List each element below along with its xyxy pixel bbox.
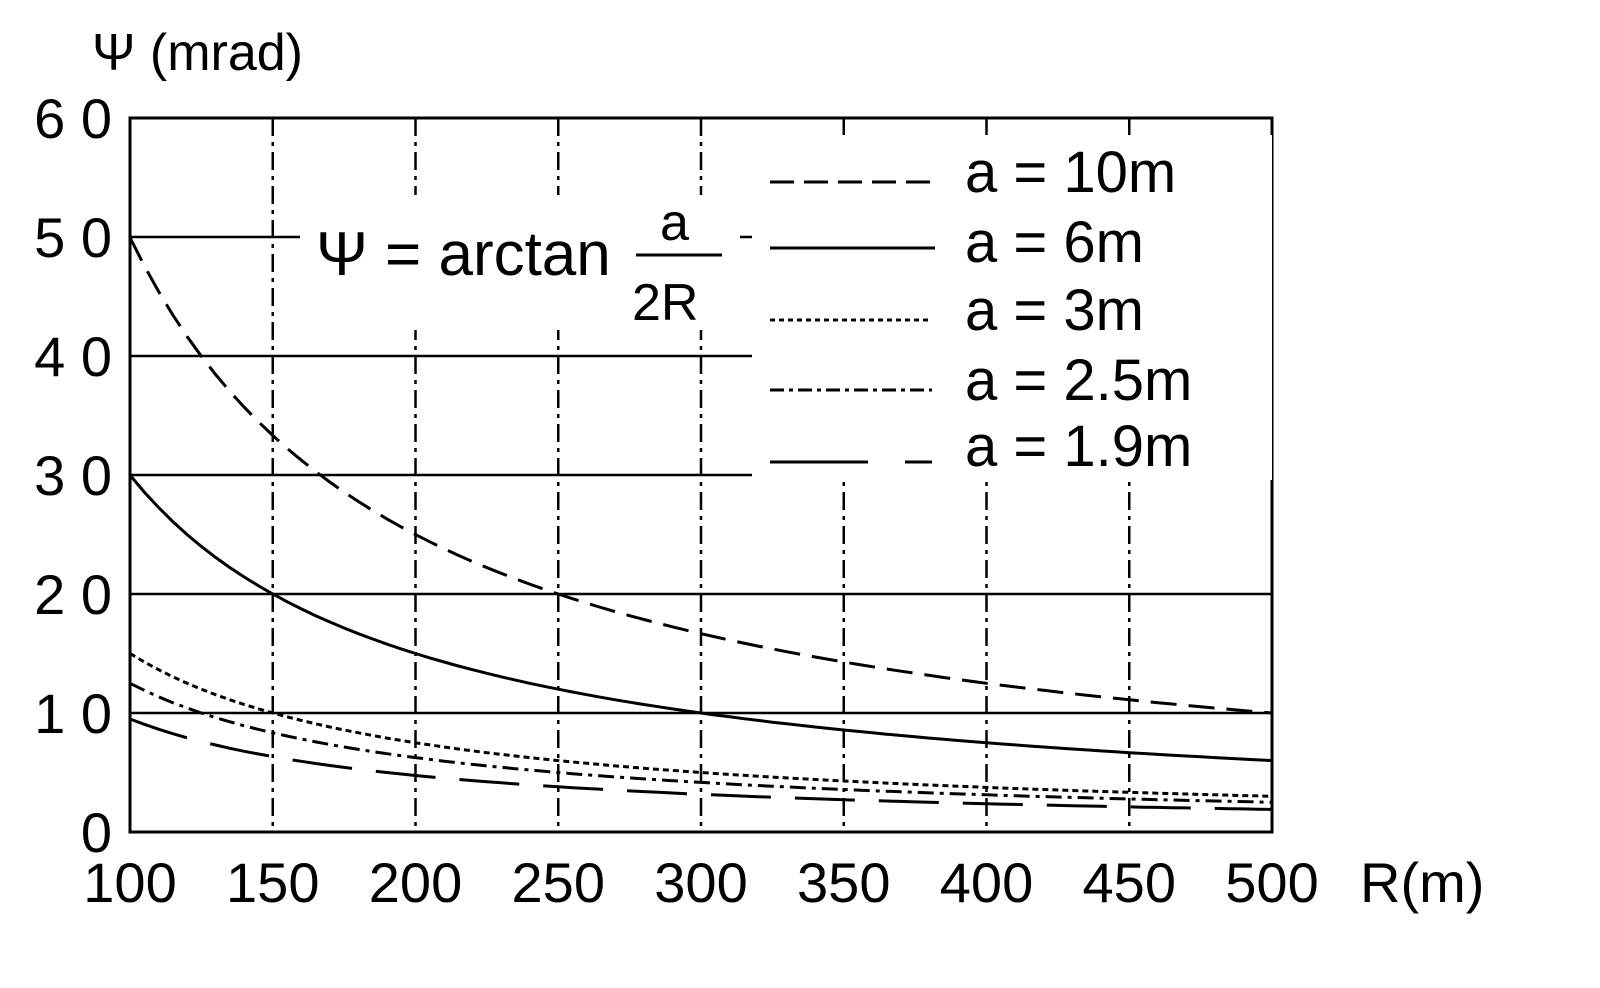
y-tick-label: 0	[81, 801, 112, 864]
series-line	[129, 652, 1273, 798]
legend-label-a10: a = 10m	[965, 140, 1176, 205]
formula-numerator: a	[660, 194, 689, 252]
y-tick-label: 5 0	[34, 206, 112, 269]
legend-label-a6: a = 6m	[965, 210, 1144, 275]
x-axis-title: R(m)	[1360, 851, 1484, 914]
formula-denominator: 2R	[632, 274, 698, 332]
x-tick-label: 300	[654, 851, 747, 914]
series-line	[129, 681, 1273, 804]
legend-label-a2-5: a = 2.5m	[965, 348, 1192, 413]
legend-box	[752, 135, 1272, 480]
series-lines	[128, 236, 1273, 811]
y-tick-label: 3 0	[34, 444, 112, 507]
x-tick-label: 450	[1083, 851, 1176, 914]
x-tick-labels: 100 150 200 250 300 350 400 450 500	[83, 851, 1318, 914]
formula-box	[300, 195, 740, 330]
x-tick-label: 150	[226, 851, 319, 914]
legend-label-a3: a = 3m	[965, 278, 1144, 343]
formula-annotation: Ψ = arctan	[316, 220, 611, 289]
series-line	[129, 717, 1273, 811]
y-tick-label: 6 0	[34, 87, 112, 150]
series-line	[128, 474, 1273, 763]
series-line	[128, 236, 1273, 715]
y-tick-label: 2 0	[34, 563, 112, 626]
x-tick-label: 250	[512, 851, 605, 914]
legend-label-a1-9: a = 1.9m	[965, 414, 1192, 479]
y-tick-labels: 0 1 0 2 0 3 0 4 0 5 0 6 0	[34, 87, 112, 864]
x-tick-label: 400	[940, 851, 1033, 914]
y-axis-title: Ψ (mrad)	[92, 24, 303, 82]
y-tick-label: 4 0	[34, 325, 112, 388]
x-tick-label: 100	[83, 851, 176, 914]
x-tick-label: 200	[369, 851, 462, 914]
legend: a = 10m a = 6m a = 3m a = 2.5m a = 1.9m	[770, 140, 1192, 479]
x-tick-label: 350	[797, 851, 890, 914]
y-tick-label: 1 0	[34, 682, 112, 745]
x-tick-label: 500	[1225, 851, 1318, 914]
